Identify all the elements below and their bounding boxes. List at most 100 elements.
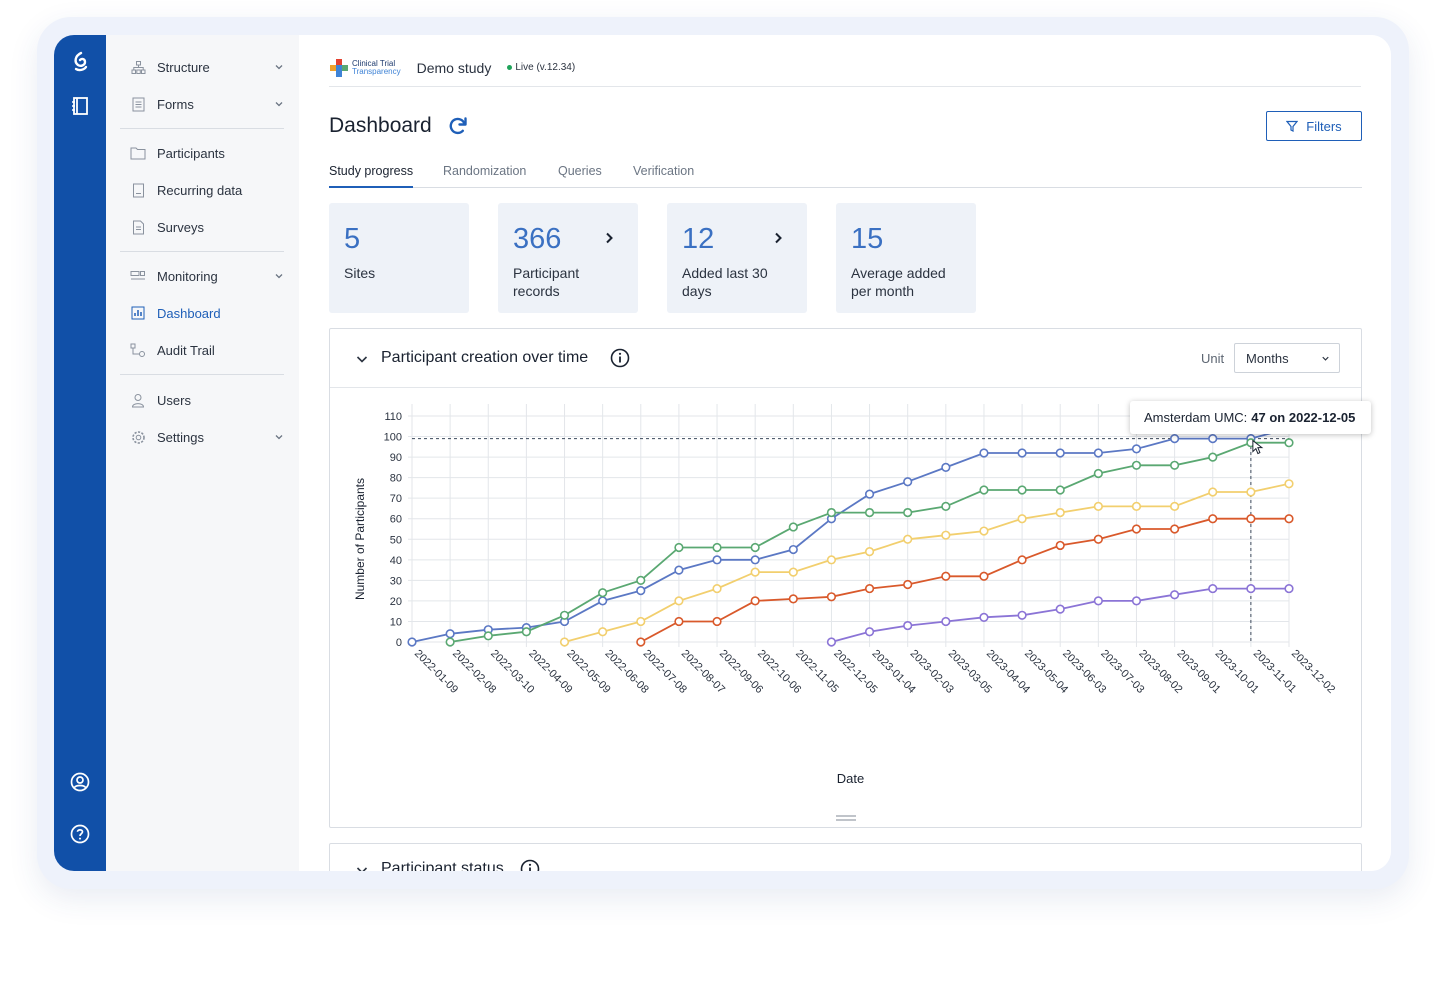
series-point [788,544,798,555]
series-point [1055,540,1065,551]
tooltip-site: Amsterdam UMC: [1144,410,1248,425]
series-point [979,612,989,622]
collapse-chevron-icon[interactable] [355,863,369,871]
sidebar-item-structure[interactable]: Structure [130,52,285,82]
series-point [1170,433,1180,444]
info-icon[interactable] [610,348,630,368]
series-point [559,637,570,647]
series-point [979,448,989,458]
participant-status-panel: Participant status [329,843,1362,871]
stat-label: Average added per month [851,265,946,299]
series-point [712,616,722,627]
help-icon[interactable] [66,820,94,848]
series-point [1017,610,1027,620]
series-point [1093,448,1103,458]
tab-queries[interactable]: Queries [558,164,602,178]
stat-card-average-added-per-month: 15 Average added per month [836,203,976,313]
collapse-chevron-icon[interactable] [355,352,369,366]
brand-line-2: Transparency [352,66,401,76]
sidebar-item-label: Participants [157,145,225,161]
unit-select-value: Months [1246,350,1289,366]
series-point [636,637,646,647]
series-point [1170,501,1180,511]
participant-creation-panel: Participant creation over time Unit Mont… [329,328,1371,828]
resize-handle-icon[interactable] [836,815,856,821]
series-point [903,507,913,518]
series-point [1131,596,1142,606]
sidebar-item-surveys[interactable]: Surveys [130,212,285,242]
filters-button[interactable]: Filters [1266,111,1362,141]
study-name[interactable]: Demo study [416,59,492,76]
series-point [1055,485,1065,495]
series-point [1246,583,1256,594]
series-point [1131,460,1142,470]
sidebar-item-monitoring[interactable]: Monitoring [130,261,285,291]
studies-book-icon[interactable] [66,92,94,120]
series-point [903,534,913,544]
sidebar-item-label: Surveys [157,219,204,235]
tab-study-progress[interactable]: Study progress [329,164,414,188]
series-point [598,627,608,637]
study-header: Clinical Trial Transparency Demo study Li… [329,49,1361,87]
sidebar-item-participants[interactable]: Participants [130,138,285,168]
tab-randomization[interactable]: Randomization [443,164,527,178]
sidebar-item-settings[interactable]: Settings [130,422,285,452]
series-point [750,542,760,553]
document-icon [130,182,146,198]
unit-label: Unit [1201,351,1225,366]
series-point [1246,514,1256,524]
brand-cross-icon [330,58,348,77]
sidebar-item-label: Recurring data [157,182,243,198]
series-point [1208,514,1218,524]
y-tick-label: 100 [384,432,402,444]
series-point [1284,514,1294,524]
panel-title: Participant status [381,860,504,871]
chart-tooltip: Amsterdam UMC: 47 on 2022-12-05 [1130,401,1371,434]
bar-chart-icon [130,305,146,321]
stat-value: 5 [344,223,361,255]
sidebar-item-label: Dashboard [157,305,221,321]
chevron-right-icon [775,232,782,244]
sidebar-divider [120,128,284,129]
sidebar-item-dashboard[interactable]: Dashboard [130,298,285,328]
unit-select[interactable]: Months [1234,343,1340,373]
survey-icon [130,219,146,235]
account-icon[interactable] [66,768,94,796]
series-point [941,530,951,540]
sidebar-item-audit-trail[interactable]: Audit Trail [130,335,285,365]
series-point [826,507,837,518]
audit-trail-icon [130,342,146,358]
sidebar-item-forms[interactable]: Forms [130,89,285,119]
series-point [407,637,417,647]
status-text: Live (v.12.34) [515,62,576,73]
y-tick-label: 80 [390,473,402,485]
app-logo-icon[interactable] [66,48,94,76]
user-icon [130,392,146,408]
main-content: Clinical Trial Transparency Demo study Li… [299,35,1391,871]
refresh-icon[interactable] [447,115,469,137]
sidebar-item-recurring-data[interactable]: Recurring data [130,175,285,205]
stat-card-added-last-30-days[interactable]: 12 Added last 30 days [667,203,807,313]
series-point [712,555,722,565]
brand-logo: Clinical Trial Transparency [329,56,401,80]
series-point [903,620,913,631]
info-icon[interactable] [520,859,540,871]
y-tick-label: 20 [390,596,402,608]
series-point [1170,590,1180,600]
tab-verification[interactable]: Verification [633,164,695,178]
chevron-down-icon [275,274,283,279]
series-point [559,610,570,620]
stat-card-participant-records[interactable]: 366 Participant records [498,203,638,313]
series-point [1093,501,1103,511]
sidebar-item-users[interactable]: Users [130,385,285,415]
series-point [674,542,684,553]
series-point [636,586,646,596]
chevron-down-icon [275,102,283,107]
cursor-hand-icon [1252,439,1264,455]
chevron-down-icon [275,435,283,440]
app-rail [54,35,106,871]
series-point [1208,583,1218,594]
chevron-down-icon [275,65,283,70]
series-point [788,594,798,604]
y-axis-title: Number of Participants [353,478,367,600]
